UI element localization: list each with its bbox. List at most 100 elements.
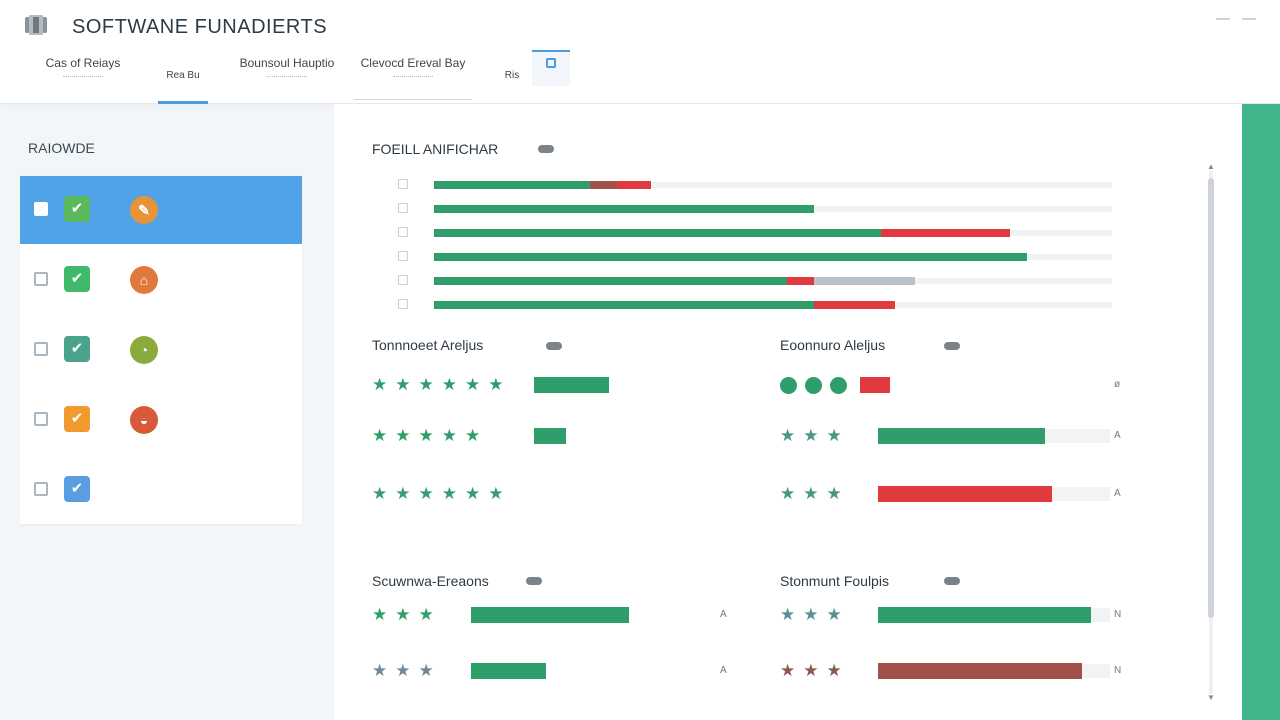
star-rating: ★ ★ ★ — [372, 662, 434, 680]
progress-track — [434, 253, 1112, 261]
dot-icon — [780, 377, 797, 394]
star-rating: ★ ★ ★ ★ ★ — [372, 427, 480, 445]
section-toggle-bottom-left[interactable] — [526, 577, 542, 585]
tab-subline — [267, 76, 307, 78]
tab-label: Ris — [504, 70, 520, 81]
star-icon: ★ — [465, 484, 481, 503]
star-icon: ★ — [780, 605, 796, 624]
minimize-icon[interactable] — [1216, 18, 1230, 26]
star-icon: ★ — [826, 605, 842, 624]
progress-segment — [813, 301, 896, 309]
sidebar-item[interactable]: ✔ ◒ — [20, 386, 302, 454]
sidebar-item[interactable]: ✔ ◔ — [20, 316, 302, 384]
scroll-down-icon[interactable]: ▼ — [1207, 693, 1215, 702]
progress-segment — [434, 301, 814, 309]
star-icon: ★ — [395, 661, 411, 680]
grid-view-icon[interactable] — [532, 50, 570, 86]
progress-segment — [434, 181, 590, 189]
tab-bar: Cas of Reiays Rea Bu Bounsoul Hauptio Cl… — [0, 50, 700, 104]
star-icon: ★ — [418, 426, 434, 445]
list-icon — [34, 412, 48, 426]
section-title-bottom-right: Stonmunt Foulpis — [780, 573, 889, 589]
progress-segment — [434, 277, 787, 285]
star-rating: ★ ★ ★ — [780, 427, 842, 445]
app-header: SOFTWANE FUNADIERTS Cas of Reiays Rea Bu… — [0, 0, 1280, 104]
star-icon: ★ — [395, 426, 411, 445]
progress-segment — [434, 205, 814, 213]
section-title-top: FOEILL ANIFICHAR — [372, 141, 499, 157]
check-icon: ✔ — [64, 336, 90, 362]
tab-label: Cas of Reiays — [45, 56, 121, 70]
star-icon: ★ — [418, 484, 434, 503]
rating-end-label: A — [720, 665, 727, 676]
rating-bar — [860, 377, 891, 393]
tab-label: Rea Bu — [166, 70, 200, 81]
sidebar-title: RAIOWDE — [28, 140, 95, 156]
row-checkbox[interactable] — [398, 203, 408, 213]
app-logo-icon — [25, 15, 47, 35]
tab-ris[interactable]: Ris — [496, 56, 528, 100]
row-checkbox[interactable] — [398, 179, 408, 189]
progress-segment — [434, 229, 882, 237]
progress-segment — [881, 229, 1011, 237]
rating-bar — [878, 663, 1083, 679]
app-title: SOFTWANE FUNADIERTS — [72, 16, 328, 38]
rating-bar — [534, 377, 609, 393]
sidebar-item[interactable]: ✔ ✎ — [20, 176, 302, 244]
section-toggle-mid-right[interactable] — [944, 342, 960, 350]
progress-track — [434, 205, 1112, 213]
tab-bounsoul-hauptio[interactable]: Bounsoul Hauptio — [228, 56, 346, 100]
rating-bar — [878, 607, 1092, 623]
star-icon: ★ — [803, 426, 819, 445]
scroll-up-icon[interactable]: ▲ — [1207, 162, 1215, 171]
star-rating: ★ ★ ★ — [780, 662, 842, 680]
star-icon: ★ — [803, 605, 819, 624]
rating-end-label: N — [1114, 665, 1122, 676]
tab-rea-bu[interactable]: Rea Bu — [158, 56, 208, 104]
section-toggle-mid-left[interactable] — [546, 342, 562, 350]
star-icon: ★ — [418, 605, 434, 624]
vertical-scrollbar[interactable]: ▲ ▼ — [1207, 162, 1215, 702]
progress-track — [434, 277, 1112, 285]
row-checkbox[interactable] — [398, 227, 408, 237]
dot-rating — [780, 377, 847, 394]
star-rating: ★ ★ ★ — [780, 485, 842, 503]
star-rating: ★ ★ ★ ★ ★ ★ — [372, 376, 504, 394]
star-icon: ★ — [826, 484, 842, 503]
maximize-icon[interactable] — [1242, 18, 1256, 26]
row-checkbox[interactable] — [398, 251, 408, 261]
star-icon: ★ — [488, 375, 504, 394]
progress-row — [398, 251, 1112, 262]
tab-clevocd-ereval-bay[interactable]: Clevocd Ereval Bay — [354, 56, 472, 100]
rating-end-label: A — [1114, 488, 1121, 499]
star-icon: ★ — [803, 484, 819, 503]
star-icon: ★ — [372, 426, 388, 445]
star-icon: ★ — [488, 484, 504, 503]
sidebar-item[interactable]: ✔ — [20, 456, 302, 524]
row-checkbox[interactable] — [398, 299, 408, 309]
rating-bar — [471, 607, 629, 623]
progress-segment — [434, 253, 1028, 261]
rating-end-label: A — [1114, 430, 1121, 441]
star-icon: ★ — [441, 426, 457, 445]
list-icon — [34, 342, 48, 356]
section-toggle-bottom-right[interactable] — [944, 577, 960, 585]
check-icon: ✔ — [64, 266, 90, 292]
rating-bar — [471, 663, 546, 679]
scrollbar-thumb[interactable] — [1208, 178, 1214, 618]
rating-end-label: ø — [1114, 379, 1121, 390]
badge-icon: ✎ — [130, 196, 158, 224]
star-icon: ★ — [418, 375, 434, 394]
star-icon: ★ — [372, 605, 388, 624]
tab-label: Clevocd Ereval Bay — [360, 56, 466, 70]
star-icon: ★ — [826, 661, 842, 680]
star-icon: ★ — [395, 375, 411, 394]
progress-track — [434, 301, 1112, 309]
tab-subline — [63, 76, 103, 78]
sidebar-item[interactable]: ✔ ⌂ — [20, 246, 302, 314]
section-toggle-top[interactable] — [538, 145, 554, 153]
dot-icon — [830, 377, 847, 394]
row-checkbox[interactable] — [398, 275, 408, 285]
star-icon: ★ — [395, 605, 411, 624]
tab-cas-of-reiays[interactable]: Cas of Reiays — [38, 56, 128, 100]
